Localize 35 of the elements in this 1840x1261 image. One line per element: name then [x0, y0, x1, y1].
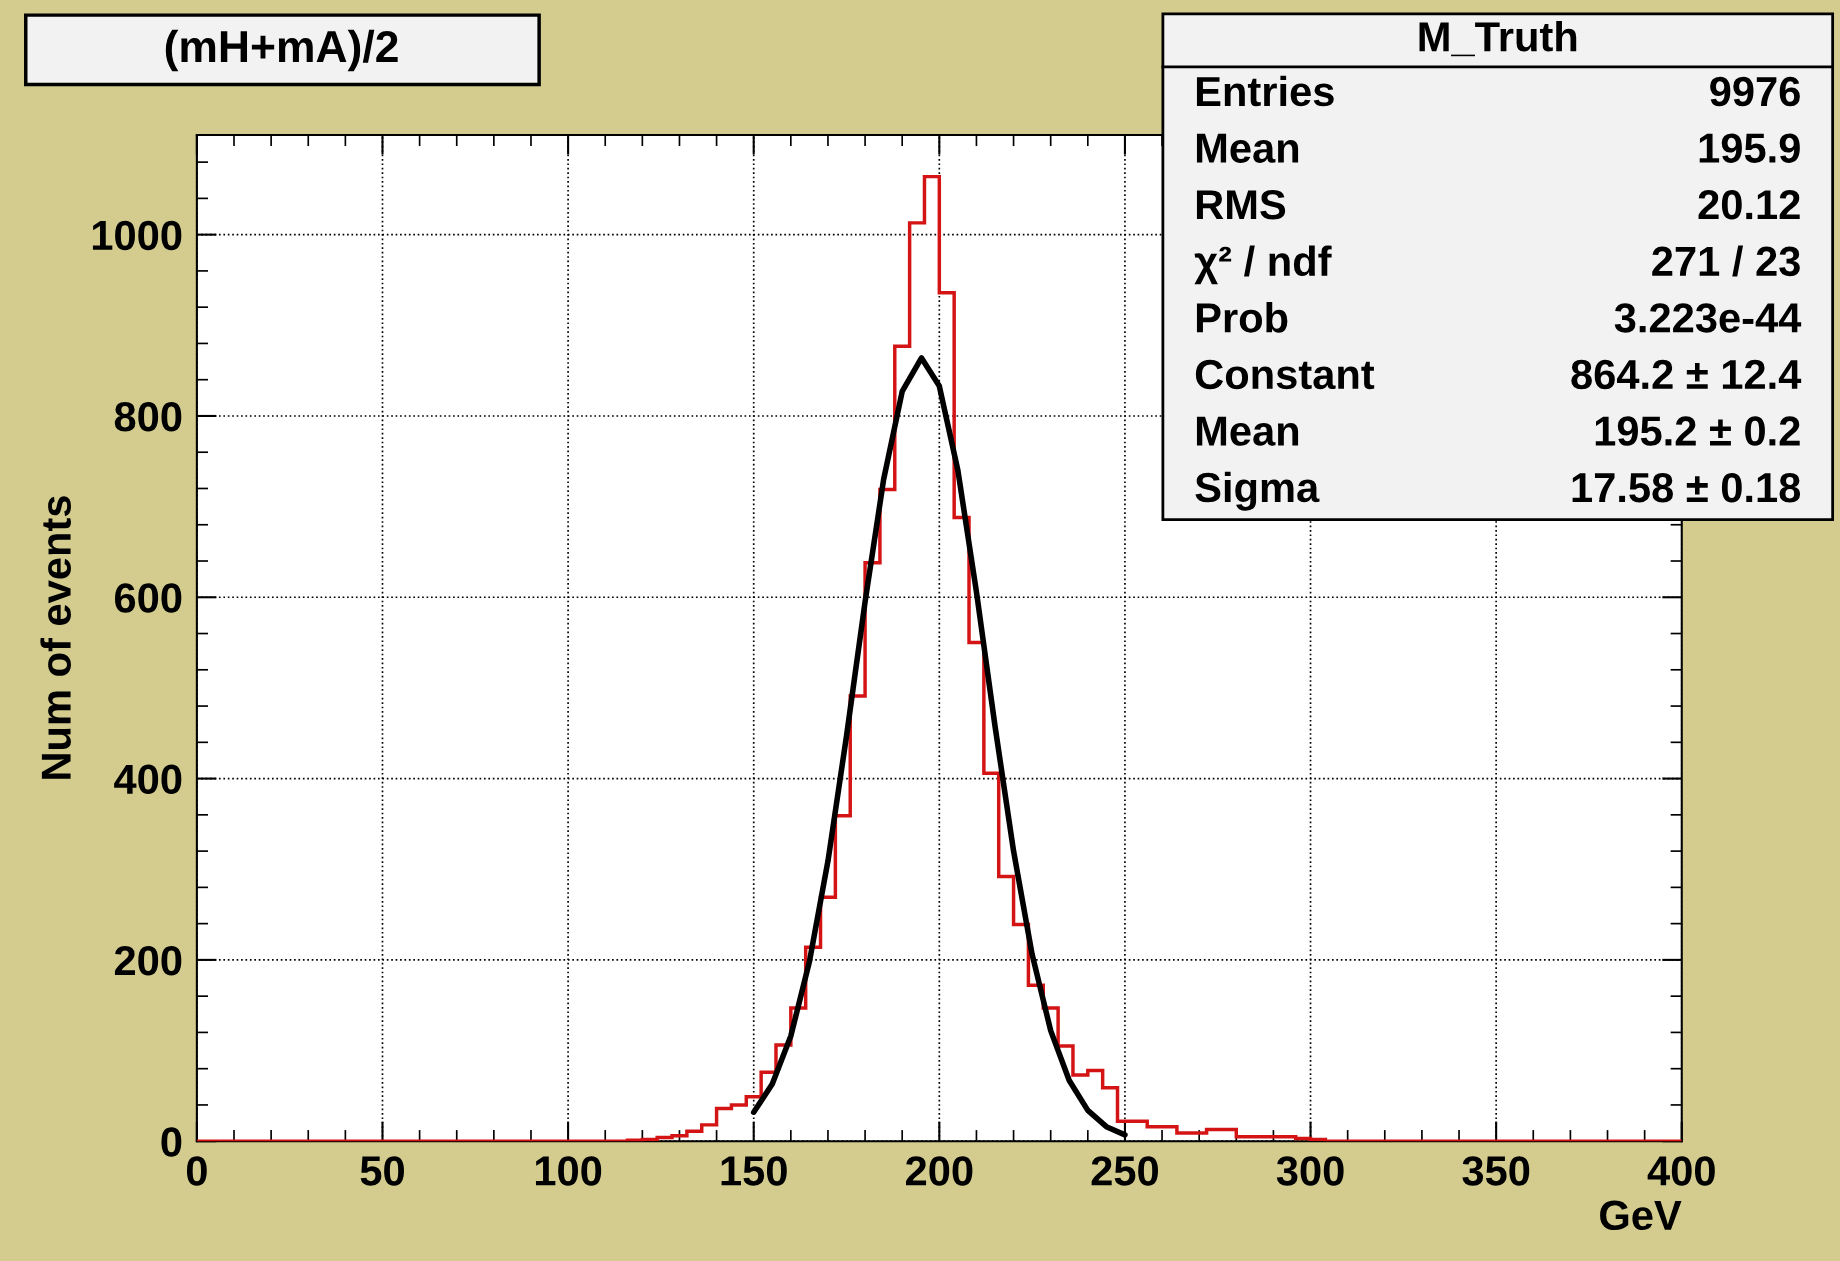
y-axis-title: Num of events [40, 496, 71, 779]
x-tick-label: 400 [1647, 1156, 1715, 1186]
text: 9976 [1710, 76, 1800, 107]
y-tick-label: 200 [114, 945, 182, 976]
y-tick-label: 0 [161, 1127, 182, 1157]
x-tick-label: 50 [360, 1156, 404, 1186]
x-tick-label: 100 [535, 1156, 602, 1186]
text: Entries [1196, 75, 1334, 107]
annotation: 271 / 23 [1652, 245, 1800, 277]
annotation: Sigma [1195, 471, 1320, 511]
y-tick-label: 800 [114, 401, 182, 432]
y-tick-label: 1000 [92, 220, 182, 251]
x-tick-label: 200 [906, 1156, 973, 1186]
annotation: Constant [1195, 359, 1375, 390]
annotation: 864.2 ± 12.4 [1571, 359, 1802, 390]
annotation: 3.223e-44 [1614, 303, 1802, 333]
annotation: Mean [1196, 416, 1299, 446]
text: 20.12 [1698, 189, 1800, 220]
annotation: 195.2 ± 0.2 [1595, 416, 1800, 446]
y-tick-label: 600 [115, 583, 182, 613]
y-tick-label: 400 [114, 764, 182, 795]
annotation: Mean [1196, 133, 1299, 163]
text: M_Truth [1419, 20, 1577, 57]
x-tick-label: 250 [1091, 1156, 1158, 1186]
text: 195.9 [1699, 133, 1800, 163]
x-tick-label: 350 [1462, 1156, 1530, 1186]
annotation: RMS [1196, 189, 1286, 220]
x-tick-label: 300 [1276, 1156, 1344, 1186]
annotation: Prob [1196, 302, 1288, 333]
annotation: χ² / ndf [1194, 245, 1332, 285]
x-tick-label: 150 [721, 1156, 787, 1186]
chart-title: (mH+mA)/2 [165, 29, 398, 72]
annotation: 17.58 ± 0.18 [1572, 472, 1801, 503]
x-tick-label: 0 [186, 1156, 207, 1186]
x-axis-title: GeV [1600, 1200, 1682, 1231]
